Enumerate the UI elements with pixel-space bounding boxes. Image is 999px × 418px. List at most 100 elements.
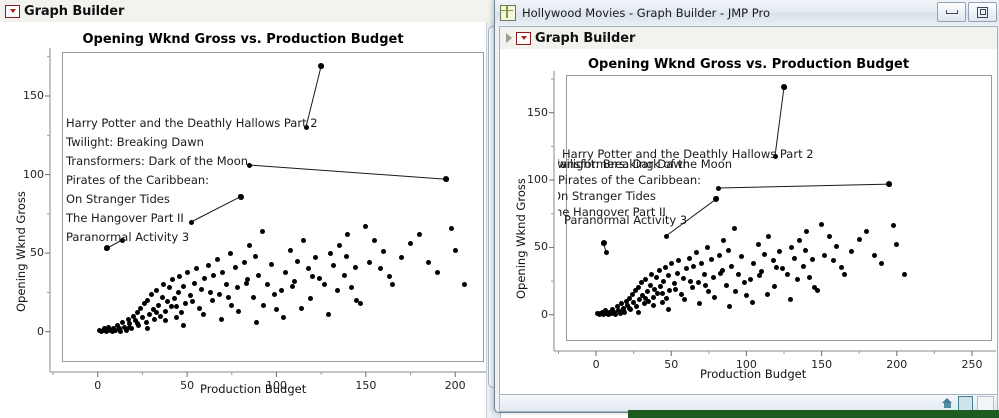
- right-plot-overlay: [549, 71, 996, 356]
- scatter-point: [282, 269, 288, 275]
- scatter-point: [243, 280, 249, 286]
- scatter-point: [109, 329, 115, 335]
- export-icon[interactable]: [958, 395, 973, 411]
- callout-anchor: [119, 237, 125, 243]
- scatter-point: [773, 265, 779, 271]
- scatter-point: [177, 274, 183, 280]
- callout-endpoint: [600, 240, 607, 247]
- scatter-point: [331, 263, 337, 269]
- scatter-point: [145, 297, 151, 303]
- y-tick-label: 0: [37, 324, 44, 338]
- scatter-point: [629, 292, 635, 298]
- scatter-point: [634, 304, 640, 310]
- red-dropdown-triangle-icon[interactable]: [516, 31, 531, 45]
- scatter-point: [352, 264, 358, 270]
- left-plot-overlay: [45, 48, 488, 377]
- scatter-point: [792, 255, 798, 261]
- scatter-point: [819, 222, 825, 227]
- scatter-point: [626, 305, 632, 311]
- scatter-point: [290, 283, 296, 289]
- red-dropdown-triangle-icon[interactable]: [5, 4, 20, 18]
- scatter-point: [390, 282, 396, 288]
- scatter-point: [653, 274, 659, 280]
- disclosure-triangle-icon[interactable]: [506, 33, 512, 43]
- scatter-point: [164, 299, 170, 305]
- window-titlebar[interactable]: Hollywood Movies - Graph Builder - JMP P…: [495, 0, 999, 25]
- scatter-point: [307, 296, 313, 302]
- scatter-point: [721, 238, 727, 244]
- scatter-point: [613, 312, 619, 318]
- right-panel-header[interactable]: Graph Builder: [500, 27, 997, 50]
- scatter-point: [141, 300, 147, 306]
- scatter-point: [184, 269, 190, 275]
- scatter-point: [138, 305, 144, 311]
- annotation-label: Harry Potter and the Deathly Hallows Par…: [562, 147, 814, 161]
- scatter-point: [650, 302, 656, 308]
- scatter-point: [841, 271, 847, 277]
- x-tick-label: 100: [735, 358, 757, 371]
- scatter-point: [227, 250, 233, 256]
- scatter-point: [245, 277, 251, 283]
- x-tick-label: 200: [886, 358, 908, 371]
- scatter-point: [291, 278, 297, 284]
- scatter-point: [673, 286, 679, 292]
- scatter-point: [694, 250, 700, 256]
- scatter-point: [811, 285, 817, 291]
- scatter-point: [764, 292, 770, 298]
- scatter-point: [871, 252, 877, 258]
- scatter-point: [377, 266, 383, 272]
- home-icon[interactable]: [941, 397, 954, 410]
- scatter-point: [150, 307, 156, 313]
- x-tick-label: 50: [664, 358, 679, 371]
- scatter-point: [281, 315, 287, 321]
- scatter-point: [652, 286, 658, 292]
- scatter-point: [156, 302, 161, 308]
- scatter-point: [236, 308, 242, 314]
- x-tick-label: 150: [811, 358, 833, 371]
- scatter-point: [175, 289, 181, 295]
- scatter-point: [625, 302, 631, 308]
- left-panel-header[interactable]: Graph Builder: [0, 0, 500, 23]
- scatter-point: [182, 300, 188, 306]
- scatter-point: [725, 247, 731, 253]
- scatter-point: [706, 289, 712, 295]
- scatter-point: [252, 253, 258, 259]
- scatter-point: [256, 272, 262, 278]
- callout-anchor: [772, 153, 778, 159]
- scatter-point: [674, 270, 680, 276]
- scatter-point: [795, 277, 801, 283]
- scatter-point: [191, 280, 197, 286]
- callout-anchor: [246, 162, 252, 168]
- scatter-point: [719, 267, 725, 273]
- scatter-point: [197, 305, 203, 311]
- scatter-point: [173, 315, 179, 321]
- jmp-pro-window: Hollywood Movies - Graph Builder - JMP P…: [494, 0, 999, 413]
- scatter-point: [163, 308, 169, 314]
- annotation-label: Pirates of the Caribbean:: [66, 173, 210, 187]
- scatter-point: [104, 329, 110, 335]
- scatter-point: [223, 282, 229, 288]
- scatter-point: [120, 319, 126, 325]
- scatter-point: [599, 309, 605, 315]
- scatter-point: [166, 285, 172, 291]
- scatter-point: [300, 238, 306, 244]
- scatter-point: [118, 329, 124, 335]
- scatter-point: [198, 286, 204, 292]
- scatter-point: [879, 261, 885, 267]
- scatter-point: [831, 258, 837, 264]
- minimize-button[interactable]: [937, 2, 966, 22]
- scatter-point: [695, 279, 701, 285]
- restore-button[interactable]: [968, 2, 997, 22]
- scatter-point: [755, 242, 761, 248]
- callout-endpoint: [103, 245, 110, 252]
- scatter-point: [416, 231, 422, 237]
- scatter-point: [211, 272, 217, 278]
- scatter-point: [802, 247, 808, 253]
- scatter-point: [602, 308, 608, 314]
- scatter-point: [181, 322, 187, 328]
- scatter-point: [659, 300, 665, 306]
- scatter-point: [214, 256, 220, 262]
- scatter-point: [784, 271, 790, 277]
- annotation-label: Harry Potter and the Deathly Hallows Par…: [66, 116, 318, 130]
- right-x-axis-label: Production Budget: [700, 367, 807, 381]
